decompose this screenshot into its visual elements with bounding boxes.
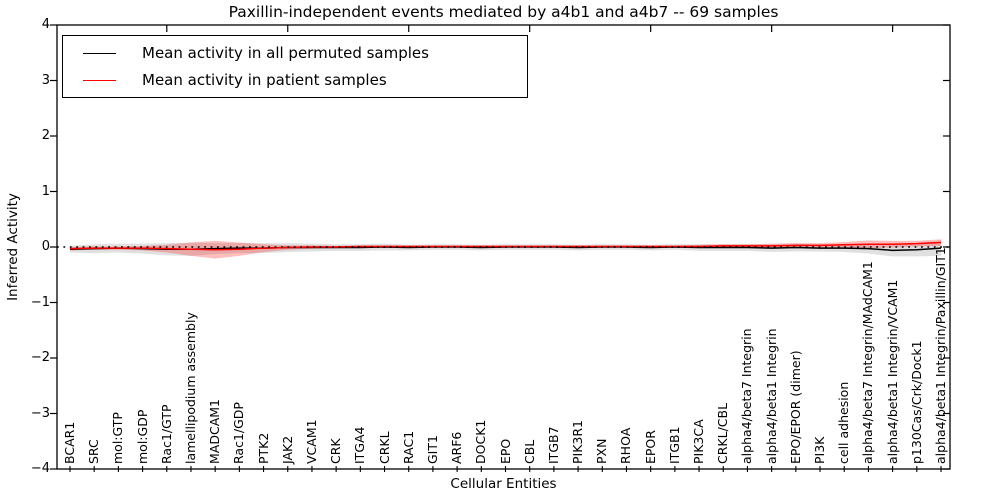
x-tick-label: RAC1	[400, 430, 416, 464]
x-tick-label: CRK	[328, 438, 344, 464]
y-tick-label: 2	[41, 128, 50, 143]
x-tick-label: mol:GTP	[110, 412, 126, 464]
legend-label-permuted: Mean activity in all permuted samples	[142, 44, 429, 62]
x-tick-label: PI3K	[812, 436, 828, 464]
x-tick-label: GIT1	[424, 435, 440, 464]
x-tick-label: ITGB1	[666, 426, 682, 464]
y-tick-label: −4	[30, 461, 50, 476]
x-tick-label: alpha4/beta1 Integrin	[763, 328, 779, 464]
x-tick-label: ITGA4	[352, 426, 368, 464]
legend-label-patient: Mean activity in patient samples	[142, 71, 387, 89]
y-tick-label: 1	[41, 183, 50, 199]
x-tick-label: CBL	[521, 439, 537, 464]
y-tick-label: −2	[30, 350, 50, 365]
x-tick-label: cell adhesion	[836, 381, 852, 464]
x-tick-label: PTK2	[255, 432, 271, 464]
legend-line-permuted-icon	[83, 52, 116, 54]
x-tick-label: EPOR	[642, 430, 658, 464]
legend-item-permuted: Mean activity in all permuted samples	[73, 44, 517, 62]
legend-item-patient: Mean activity in patient samples	[73, 71, 517, 89]
x-tick-label: PXN	[594, 438, 610, 464]
band-permuted	[70, 240, 941, 257]
x-tick-label: Rac1/GTP	[158, 404, 174, 464]
x-tick-label: lamellipodium assembly	[182, 312, 198, 464]
y-tick-label: 4	[41, 17, 50, 32]
x-tick-label: Rac1/GDP	[231, 402, 247, 464]
y-tick-label: −1	[30, 294, 50, 310]
x-tick-label: CRKL	[376, 431, 392, 464]
chart-title: Paxillin-independent events mediated by …	[228, 3, 779, 21]
x-tick-label: DOCK1	[473, 419, 489, 464]
x-tick-label: BCAR1	[62, 421, 77, 464]
x-tick-label: RHOA	[618, 427, 634, 464]
x-tick-label: ARF6	[449, 431, 465, 464]
y-tick-label: 3	[41, 72, 50, 88]
x-tick-label: JAK2	[279, 435, 295, 464]
y-tick-label: −3	[30, 405, 50, 421]
x-tick-label: VCAM1	[303, 419, 319, 464]
x-tick-label: MADCAM1	[207, 399, 223, 464]
x-tick-label: PIK3R1	[570, 419, 586, 464]
x-tick-label: mol:GDP	[134, 409, 150, 464]
y-tick-label: 0	[41, 239, 50, 254]
x-tick-label: EPO/EPOR (dimer)	[787, 350, 803, 464]
legend: Mean activity in all permuted samples Me…	[62, 35, 528, 98]
x-tick-label: CRKL/CBL	[715, 402, 731, 464]
x-tick-label: alpha4/beta1 Integrin/Paxillin/GIT1	[933, 247, 948, 464]
x-tick-label: PIK3CA	[691, 419, 707, 464]
legend-line-patient-icon	[83, 79, 116, 81]
x-tick-label: alpha4/beta7 Integrin	[739, 328, 755, 464]
x-tick-label: EPO	[497, 438, 513, 464]
x-tick-label: p130Cas/Crk/Dock1	[908, 340, 924, 464]
x-axis-label: Cellular Entities	[450, 476, 557, 492]
x-tick-label: ITGB7	[545, 426, 561, 464]
x-tick-label: alpha4/beta7 Integrin/MAdCAM1	[860, 261, 876, 464]
x-tick-label: alpha4/beta1 Integrin/VCAM1	[884, 279, 900, 464]
x-tick-label: SRC	[86, 439, 102, 464]
